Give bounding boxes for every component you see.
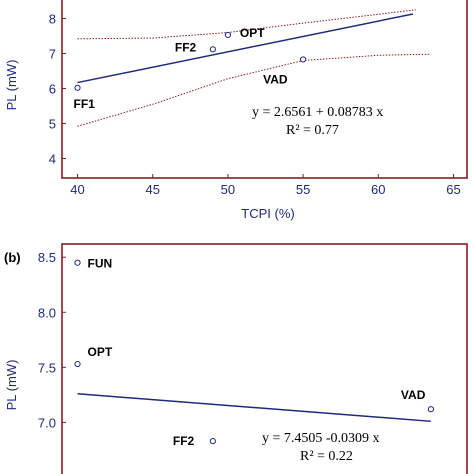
panel-a-y-tick-label: 8 [49, 12, 56, 27]
panel-b-series: FUN OPT FF2 VAD [74, 257, 435, 448]
panel-a-data-point-ff2 [209, 46, 216, 53]
panel-a-y-axis-title: PL (mW) [4, 60, 19, 111]
panel-b-y-tick-label: 7.5 [38, 360, 56, 375]
panel-a-y-tick-label: 5 [49, 117, 56, 132]
panel-a-y-tick-label: 6 [49, 82, 56, 97]
panel-b-point-label-vad: VAD [401, 388, 426, 402]
panel-b-data-point-vad [427, 406, 435, 413]
panel-a-data-point-ff1 [74, 84, 81, 91]
panel-a-fit-line [77, 13, 414, 84]
panel-b-y-tick-label: 8.0 [38, 305, 56, 320]
panel-b-ticks: 7.0 7.5 8.0 8.5 [38, 250, 66, 430]
panel-b-data-point-opt [74, 360, 81, 368]
panel-b-y-tick-label: 7.0 [38, 415, 56, 430]
panel-b-equation: y = 7.4505 -0.0309 x [262, 431, 380, 446]
panel-b-data-point-ff2 [209, 438, 216, 445]
panel-a-x-tick-label: 55 [296, 182, 310, 197]
panel-a-r-squared: R² = 0.77 [286, 123, 339, 138]
panel-a-y-tick-label: 7 [49, 47, 56, 62]
panel-b-fit-line [77, 393, 431, 423]
panel-a-x-axis-title: TCPI (%) [241, 206, 294, 221]
panel-b-data-point-fun [74, 259, 81, 266]
panel-a-series: FF1 FF2 OPT VAD [74, 9, 431, 127]
panel-b: (b) PL (mW) 7.0 7.5 8.0 8.5 FUN OPT FF2 VAD y … [4, 243, 468, 474]
panel-b-point-label-opt: OPT [88, 345, 113, 359]
panel-a-plot-frame [61, 0, 468, 179]
panel-b-point-label-ff2: FF2 [173, 434, 195, 448]
panel-a-x-tick-label: 50 [221, 182, 235, 197]
panel-b-label: (b) [4, 250, 21, 265]
panel-a-x-tick-label: 60 [371, 182, 385, 197]
panel-a-equation: y = 2.6561 + 0.08783 x [252, 105, 383, 120]
panel-a-x-tick-label: 45 [145, 182, 159, 197]
panel-a-y-tick-label: 4 [49, 152, 56, 167]
panel-a-point-label-vad: VAD [263, 72, 288, 86]
panel-a-point-label-opt: OPT [240, 26, 265, 40]
panel-b-point-label-fun: FUN [88, 257, 113, 271]
panel-b-y-tick-label: 8.5 [38, 250, 56, 265]
panel-a-x-tick-label: 40 [70, 182, 84, 197]
panel-a-data-point-vad [299, 56, 307, 63]
panel-a-ci-lower-curve [77, 53, 431, 127]
panel-b-plot-frame [61, 243, 468, 474]
panel-b-r-squared: R² = 0.22 [300, 449, 353, 464]
panel-a-point-label-ff1: FF1 [74, 97, 96, 111]
panel-a-data-point-opt [224, 31, 232, 39]
panel-a-point-label-ff2: FF2 [175, 40, 197, 54]
panel-a-x-tick-label: 65 [446, 182, 460, 197]
panel-b-y-axis-title: PL (mW) [4, 360, 19, 411]
